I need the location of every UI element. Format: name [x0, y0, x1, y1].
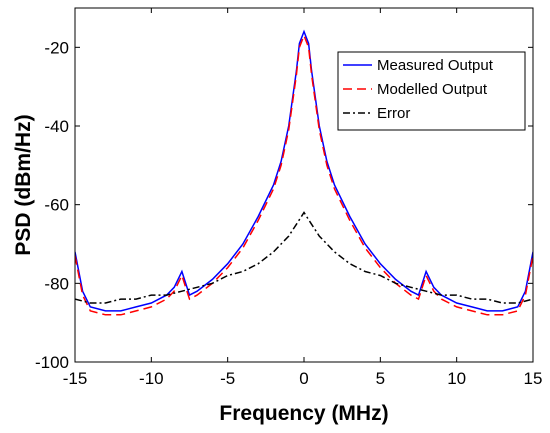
x-tick-label: 0 [299, 369, 308, 388]
x-axis-label: Frequency (MHz) [219, 402, 388, 425]
y-tick-label: -100 [35, 353, 69, 372]
y-tick-label: -60 [44, 196, 69, 215]
y-tick-label: -40 [44, 117, 69, 136]
series-layer [75, 29, 533, 316]
y-axis-label: PSD (dBm/Hz) [12, 114, 35, 255]
legend-items: Measured Output Modelled Output Error [343, 57, 494, 122]
x-tick-label: -15 [63, 369, 88, 388]
legend-label: Error [377, 105, 410, 122]
x-tick-label: -5 [220, 369, 235, 388]
x-tick-label: -10 [139, 369, 164, 388]
y-tick-label: -20 [44, 38, 69, 57]
x-tick-label: 5 [376, 369, 385, 388]
x-tick-label: 10 [447, 369, 466, 388]
series-line-modelled-output [75, 33, 533, 316]
series-line-error [75, 211, 533, 304]
y-tick-label: -80 [44, 274, 69, 293]
legend-label: Measured Output [377, 57, 494, 74]
x-tick-label: 15 [524, 369, 543, 388]
legend: Measured Output Modelled Output Error [337, 51, 526, 131]
tick-layer: -15 -10 -5 0 5 10 15 -100 -80 -60 -40 -20 [35, 8, 542, 388]
legend-label: Modelled Output [377, 81, 488, 98]
